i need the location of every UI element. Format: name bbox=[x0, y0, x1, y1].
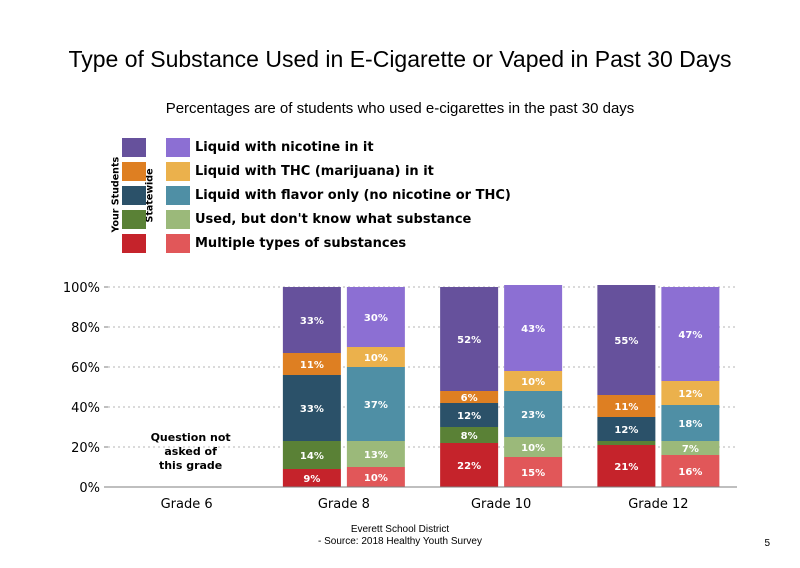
not-asked-note: this grade bbox=[159, 459, 222, 472]
bar-segment bbox=[504, 437, 563, 457]
data-label: 10% bbox=[521, 443, 545, 454]
x-tick-label: Grade 8 bbox=[318, 497, 370, 512]
legend-item-label: Liquid with THC (marijuana) in it bbox=[195, 164, 434, 179]
data-label: 16% bbox=[678, 467, 702, 478]
data-label: 14% bbox=[300, 451, 324, 462]
bar-segment bbox=[440, 427, 499, 443]
data-label: 6% bbox=[461, 393, 478, 404]
legend-swatch-statewide bbox=[166, 162, 190, 181]
legend-swatch-statewide bbox=[166, 138, 190, 157]
data-label: 8% bbox=[461, 431, 478, 442]
bar-segment bbox=[504, 371, 563, 391]
data-label: 13% bbox=[364, 450, 388, 461]
bar-segment bbox=[504, 285, 563, 371]
legend: Your Students Statewide Liquid with nico… bbox=[108, 136, 528, 258]
legend-item-label: Liquid with nicotine in it bbox=[195, 140, 374, 155]
y-tick-label: 20% bbox=[71, 441, 100, 456]
bar-segment bbox=[440, 287, 499, 391]
stacked-bar-chart: 0% 20% 40% 60% 80% 100% Grade 6 9% 14% 33% 11% 33% 1… bbox=[63, 281, 737, 512]
data-label: 12% bbox=[678, 389, 702, 400]
y-tick-label: 100% bbox=[63, 281, 100, 296]
not-asked-note: asked of bbox=[164, 445, 217, 458]
data-label: 11% bbox=[300, 360, 324, 371]
data-label: 12% bbox=[457, 411, 481, 422]
bar-segment bbox=[661, 287, 720, 381]
not-asked-note: Question not bbox=[151, 431, 231, 444]
data-label: 33% bbox=[300, 404, 324, 415]
legend-swatch-your-students bbox=[122, 162, 146, 181]
data-label: 43% bbox=[521, 324, 545, 335]
legend-swatch-your-students bbox=[122, 186, 146, 205]
y-tick-label: 40% bbox=[71, 401, 100, 416]
bar-segment bbox=[346, 367, 405, 441]
bar-segment bbox=[282, 375, 341, 441]
bar-segment bbox=[346, 347, 405, 367]
legend-swatch-your-students bbox=[122, 138, 146, 157]
data-label: 33% bbox=[300, 316, 324, 327]
bar-segment bbox=[346, 287, 405, 347]
data-label: 7% bbox=[682, 444, 699, 455]
data-label: 21% bbox=[614, 462, 638, 473]
legend-swatch-statewide bbox=[166, 186, 190, 205]
bar-segment bbox=[597, 445, 656, 487]
page-number: 5 bbox=[764, 538, 770, 549]
data-label: 37% bbox=[364, 400, 388, 411]
chart-title: Type of Substance Used in E-Cigarette or… bbox=[68, 46, 732, 72]
data-label: 18% bbox=[678, 419, 702, 430]
legend-statewide-header: Statewide bbox=[144, 168, 156, 223]
y-tick-label: 80% bbox=[71, 321, 100, 336]
data-label: 10% bbox=[364, 473, 388, 484]
bar-segment bbox=[440, 443, 499, 487]
legend-item-label: Used, but don't know what substance bbox=[195, 212, 472, 227]
data-label: 15% bbox=[521, 468, 545, 479]
data-label: 23% bbox=[521, 410, 545, 421]
legend-swatch-statewide bbox=[166, 210, 190, 229]
legend-swatch-statewide bbox=[166, 234, 190, 253]
data-label: 10% bbox=[364, 353, 388, 364]
legend-swatch-your-students bbox=[122, 210, 146, 229]
x-tick-label: Grade 6 bbox=[161, 497, 213, 512]
chart-subtitle: Percentages are of students who used e-c… bbox=[165, 100, 635, 117]
legend-item-label: Multiple types of substances bbox=[195, 236, 407, 251]
bar-segment bbox=[597, 417, 656, 441]
data-label: 9% bbox=[303, 474, 320, 485]
bar-segment bbox=[346, 441, 405, 467]
y-tick-label: 60% bbox=[71, 361, 100, 376]
bar-segment bbox=[661, 405, 720, 441]
footer-district: Everett School District bbox=[350, 524, 450, 535]
bar-segment bbox=[504, 457, 563, 487]
bar-segment bbox=[597, 441, 656, 445]
bar-segment bbox=[282, 441, 341, 469]
x-tick-label: Grade 10 bbox=[471, 497, 531, 512]
data-label: 55% bbox=[614, 336, 638, 347]
bar-segment bbox=[661, 455, 720, 487]
bar-segment bbox=[282, 469, 341, 487]
legend-your-students-header: Your Students bbox=[110, 156, 122, 233]
data-label: 10% bbox=[521, 377, 545, 388]
bar-segment bbox=[504, 391, 563, 437]
x-tick-label: Grade 12 bbox=[628, 497, 688, 512]
data-label: 30% bbox=[364, 313, 388, 324]
bar-segment bbox=[597, 395, 656, 417]
data-label: 47% bbox=[678, 330, 702, 341]
bar-segment bbox=[597, 285, 656, 395]
bar-segment bbox=[440, 391, 499, 403]
legend-item-label: Liquid with flavor only (no nicotine or … bbox=[195, 188, 511, 203]
bar-segment bbox=[440, 403, 499, 427]
data-label: 52% bbox=[457, 335, 481, 346]
bar-segment bbox=[661, 441, 720, 455]
data-label: 12% bbox=[614, 425, 638, 436]
footer-source: - Source: 2018 Healthy Youth Survey bbox=[318, 536, 482, 547]
data-label: 11% bbox=[614, 402, 638, 413]
bar-segment bbox=[282, 353, 341, 375]
footer: Everett School District - Source: 2018 H… bbox=[250, 524, 550, 548]
y-tick-label: 0% bbox=[79, 481, 100, 496]
bar-segment bbox=[282, 287, 341, 353]
bar-segment bbox=[346, 467, 405, 487]
bar-segment bbox=[661, 381, 720, 405]
data-label: 22% bbox=[457, 461, 481, 472]
legend-swatch-your-students bbox=[122, 234, 146, 253]
